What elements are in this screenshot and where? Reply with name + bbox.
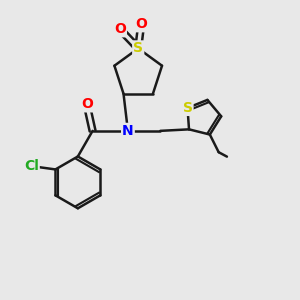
Text: O: O (114, 22, 126, 36)
Text: S: S (182, 101, 193, 115)
Text: Cl: Cl (24, 160, 39, 173)
Text: S: S (133, 41, 143, 56)
Text: O: O (135, 17, 147, 31)
Text: N: N (122, 124, 134, 138)
Text: O: O (81, 98, 93, 111)
